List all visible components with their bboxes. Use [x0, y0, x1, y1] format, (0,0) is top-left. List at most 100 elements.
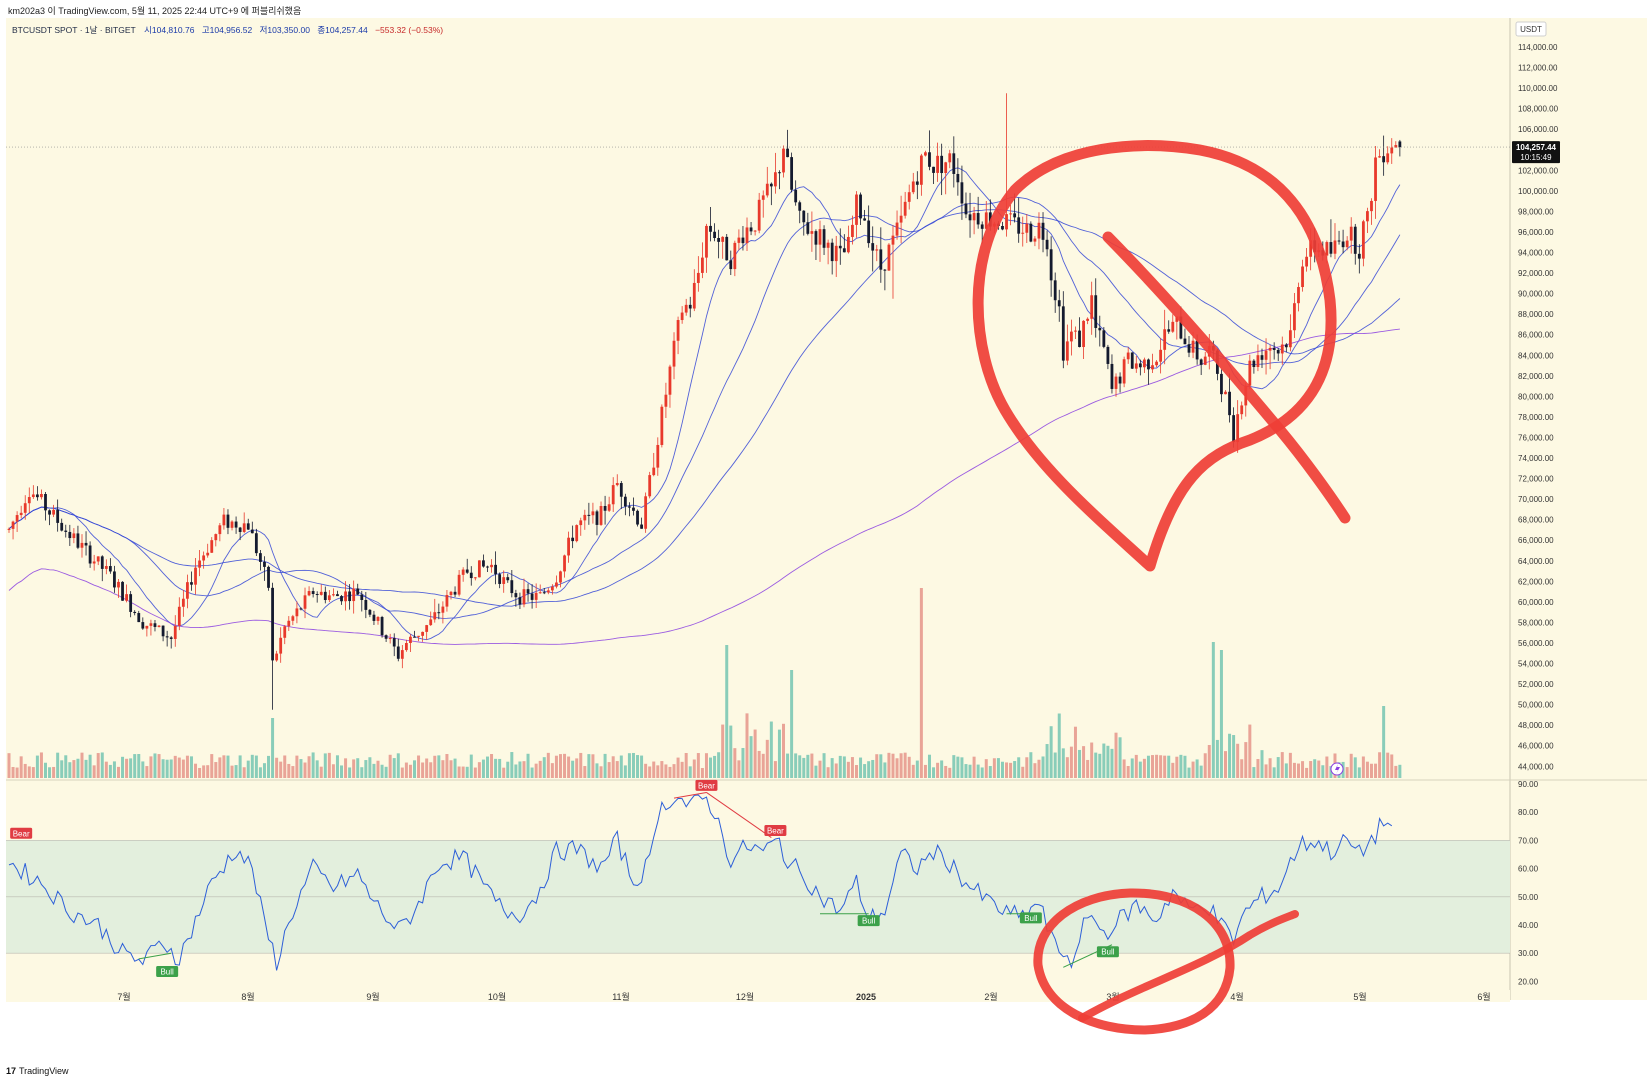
volume-bar	[331, 764, 335, 778]
volume-bar	[1025, 757, 1029, 778]
volume-bar	[502, 767, 506, 778]
candle	[928, 130, 931, 171]
volume-bar	[518, 761, 522, 778]
volume-bar	[717, 752, 721, 778]
candle	[1382, 135, 1386, 176]
candle	[315, 591, 319, 603]
volume-bar	[1195, 759, 1199, 778]
price-tick-label: 48,000.00	[1518, 721, 1554, 730]
volume-bar	[599, 766, 603, 778]
volume-bar	[506, 761, 510, 778]
candle	[932, 166, 935, 184]
candle	[879, 227, 883, 283]
candle	[972, 206, 976, 235]
candle	[794, 180, 798, 206]
rsi-tick-label: 80.00	[1518, 808, 1539, 817]
moving-average-line	[8, 167, 1401, 641]
time-tick-label: 12월	[736, 991, 754, 1002]
tradingview-logo[interactable]: 17 TradingView	[6, 1066, 69, 1076]
time-axis-background[interactable]	[6, 990, 1510, 1002]
candle	[607, 496, 611, 512]
candle	[441, 601, 445, 624]
candle	[1276, 348, 1280, 361]
candle	[518, 592, 522, 609]
candle	[1163, 309, 1167, 365]
volume-bar	[1021, 766, 1025, 778]
price-tick-label: 46,000.00	[1518, 742, 1554, 751]
candle	[153, 619, 157, 632]
bull-signal-badge[interactable]: Bull	[1096, 946, 1119, 958]
candle	[1224, 390, 1227, 395]
candle	[753, 230, 757, 236]
volume-bar	[1069, 746, 1073, 778]
candle	[773, 152, 777, 194]
volume-bar	[218, 757, 222, 778]
volume-bar	[469, 754, 473, 778]
candle	[907, 184, 911, 210]
volume-bar	[514, 764, 518, 778]
volume-bar	[1102, 743, 1106, 778]
symbol-legend: BTCUSDT SPOT · 1날 · BITGET 시104,810.76 고…	[12, 24, 443, 36]
candle	[234, 516, 238, 534]
candle	[705, 223, 708, 273]
volume-bar	[798, 755, 802, 778]
volume-bar	[226, 755, 230, 778]
volume-bar	[1078, 749, 1082, 778]
candle	[48, 509, 51, 526]
candle	[238, 526, 242, 541]
volume-bar	[15, 767, 19, 778]
volume-bar	[534, 763, 538, 778]
candle	[1078, 317, 1081, 348]
volume-bar	[1386, 752, 1390, 778]
candle	[141, 617, 145, 630]
candle	[1171, 314, 1175, 333]
price-tick-label: 82,000.00	[1518, 372, 1554, 381]
candle	[267, 565, 270, 591]
candle	[644, 492, 648, 533]
bull-signal-badge[interactable]: Bull	[857, 915, 880, 927]
volume-bar	[1122, 759, 1126, 778]
volume-bar	[1228, 733, 1232, 778]
candle	[903, 191, 907, 219]
candle	[177, 597, 181, 631]
candle	[615, 474, 619, 487]
candle	[1272, 342, 1276, 360]
candle	[64, 524, 68, 538]
bear-signal-badge[interactable]: Bear	[764, 824, 787, 836]
volume-bar	[388, 754, 392, 778]
candle	[733, 240, 737, 277]
candle	[145, 625, 149, 637]
candle	[11, 520, 15, 540]
candle	[1345, 236, 1349, 251]
currency-box[interactable]	[1515, 21, 1547, 37]
volume-bar	[1110, 748, 1114, 778]
moving-average-line	[8, 328, 1400, 645]
candle	[1167, 320, 1171, 334]
bear-signal-badge[interactable]: Bear	[695, 779, 718, 791]
candle	[684, 298, 688, 316]
candle	[1361, 219, 1365, 267]
candle	[84, 531, 88, 556]
candle	[729, 250, 733, 276]
bull-signal-badge[interactable]: Bull	[156, 965, 179, 977]
bear-signal-badge[interactable]: Bear	[10, 827, 33, 839]
volume-bar	[100, 752, 104, 778]
volume-bar	[80, 752, 84, 778]
bull-signal-badge[interactable]: Bull	[1019, 912, 1042, 924]
volume-bar	[384, 766, 388, 778]
candle	[956, 158, 960, 196]
candle	[299, 607, 303, 611]
rsi-tick-label: 60.00	[1518, 865, 1539, 874]
symbol-name[interactable]: BTCUSDT SPOT · 1날 · BITGET	[12, 25, 136, 35]
volume-bar	[968, 764, 972, 778]
volume-bar	[664, 764, 668, 778]
volume-bar	[773, 761, 777, 778]
last-price-tag[interactable]	[1512, 141, 1560, 164]
candle	[437, 603, 441, 620]
divergence-line	[138, 952, 172, 960]
volume-bar	[283, 755, 287, 778]
candle	[603, 495, 607, 525]
volume-bar	[169, 759, 173, 778]
